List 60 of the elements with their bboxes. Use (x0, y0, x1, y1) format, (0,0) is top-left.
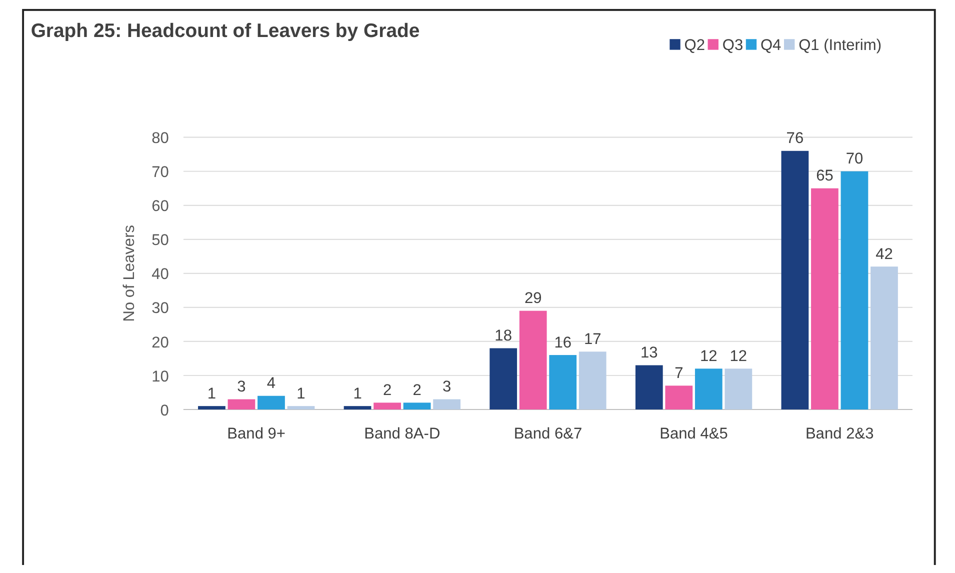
data-label: 1 (353, 385, 362, 402)
bar (198, 406, 226, 410)
legend-label: Q2 (684, 36, 706, 54)
x-tick-label: Band 9+ (227, 426, 286, 443)
data-label: 76 (786, 130, 804, 148)
data-label: 2 (412, 382, 422, 399)
bar (694, 368, 722, 410)
bar (287, 406, 315, 410)
data-label: 70 (846, 150, 864, 168)
data-label: 18 (494, 327, 512, 344)
y-axis-title: No of Leavers (120, 224, 138, 322)
bar (781, 150, 809, 410)
data-label: 16 (554, 334, 572, 352)
y-tick-label: 40 (152, 266, 170, 284)
bar (228, 399, 256, 410)
y-tick-label: 70 (152, 164, 170, 182)
bar (490, 348, 518, 410)
bar (433, 399, 460, 410)
x-tick-label: Band 4&5 (660, 426, 728, 443)
bar (840, 171, 868, 410)
y-tick-label: 30 (152, 300, 170, 318)
x-tick-label: Band 6&7 (514, 426, 582, 443)
data-label: 4 (266, 375, 276, 392)
bar (870, 266, 898, 410)
data-label: 12 (730, 348, 748, 365)
bar (344, 406, 372, 410)
bar (635, 365, 663, 410)
bar (578, 352, 606, 410)
data-label: 42 (876, 246, 893, 263)
data-label: 17 (584, 330, 602, 348)
bar (549, 355, 577, 410)
data-label: 29 (524, 290, 542, 308)
x-tick-label: Band 8A-D (364, 426, 440, 443)
bar (665, 386, 693, 410)
y-tick-label: 0 (160, 402, 170, 420)
y-tick-label: 80 (152, 130, 170, 148)
data-label: 2 (382, 382, 392, 399)
x-tick-label: Band 2&3 (805, 426, 874, 443)
y-tick-label: 50 (152, 232, 170, 250)
y-tick-label: 20 (152, 334, 170, 352)
chart-title: Graph 25: Headcount of Leavers by Grade (30, 20, 420, 42)
bar (403, 402, 431, 410)
bar (258, 396, 285, 410)
data-label: 13 (640, 344, 658, 362)
data-label: 7 (674, 364, 684, 382)
legend-label: Q1 (Interim) (798, 36, 882, 54)
data-label: 1 (296, 385, 306, 402)
bar (724, 368, 752, 410)
data-label: 1 (207, 385, 216, 402)
y-tick-label: 10 (152, 368, 170, 386)
data-label: 65 (816, 168, 834, 185)
bar (374, 402, 401, 410)
bar (519, 310, 547, 410)
data-label: 3 (237, 378, 246, 396)
y-tick-label: 60 (152, 198, 170, 216)
legend-label: Q4 (760, 36, 782, 54)
data-label: 12 (700, 348, 718, 365)
bar (811, 188, 838, 410)
data-label: 3 (442, 378, 452, 396)
legend-label: Q3 (722, 36, 744, 54)
